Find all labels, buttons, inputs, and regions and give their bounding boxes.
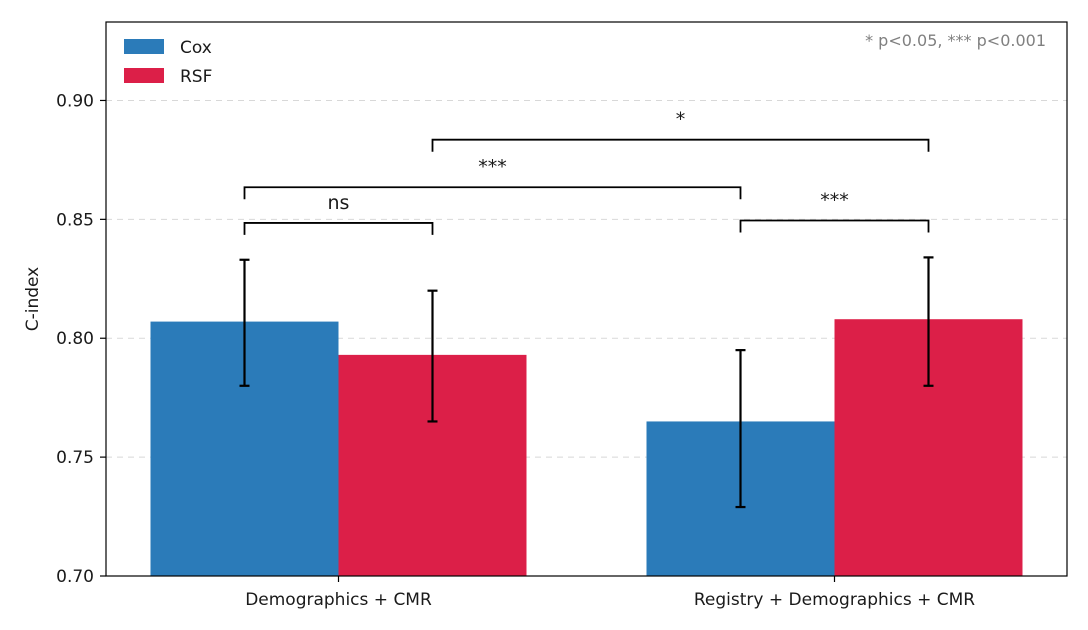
- plot-frame: [105, 21, 1068, 577]
- significance-note: * p<0.05, *** p<0.001: [865, 31, 1046, 50]
- error-bars: [239, 256, 934, 509]
- y-axis: 0.70 0.75 0.80 0.85 0.90: [56, 91, 106, 587]
- significance-brackets: ns*******: [243, 109, 930, 235]
- significance-bracket: [739, 219, 930, 233]
- legend-swatch-cox: [124, 39, 164, 54]
- legend: Cox RSF: [124, 38, 212, 87]
- legend-label-rsf: RSF: [180, 67, 212, 87]
- bars: [150, 319, 1023, 576]
- significance-label: *: [676, 109, 686, 131]
- y-tick-label: 0.85: [56, 210, 94, 230]
- significance-label: ns: [328, 192, 350, 214]
- significance-label: ***: [478, 156, 507, 178]
- significance-label: ***: [820, 190, 849, 212]
- y-tick-label: 0.80: [56, 329, 94, 349]
- y-tick-label: 0.90: [56, 91, 94, 111]
- significance-bracket: [431, 138, 930, 152]
- x-axis: Demographics + CMR Registry + Demographic…: [245, 576, 975, 610]
- y-tick-label: 0.75: [56, 448, 94, 468]
- x-tick-label: Registry + Demographics + CMR: [694, 590, 975, 610]
- legend-label-cox: Cox: [180, 38, 212, 58]
- y-axis-label: C-index: [23, 267, 43, 332]
- y-tick-label: 0.70: [56, 567, 94, 587]
- legend-swatch-rsf: [124, 68, 164, 83]
- x-tick-label: Demographics + CMR: [245, 590, 432, 610]
- significance-bracket: [243, 222, 434, 235]
- significance-bracket: [243, 186, 742, 200]
